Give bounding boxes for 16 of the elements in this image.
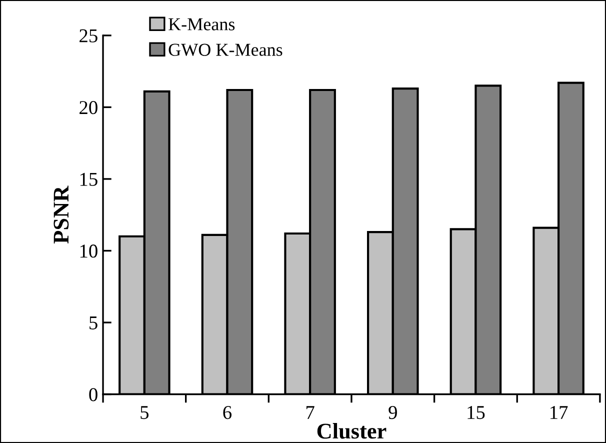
y-tick-label: 15 — [80, 172, 98, 186]
y-tick-label: 25 — [80, 29, 98, 42]
x-tick-label: 7 — [306, 406, 314, 419]
legend-label: GWO K-Means — [168, 44, 282, 56]
x-tick-label: 9 — [388, 406, 397, 420]
x-tick-label: 17 — [550, 406, 568, 419]
y-axis-title: PSNR — [54, 186, 69, 244]
y-tick-label: 20 — [80, 101, 98, 114]
x-tick-label: 6 — [223, 406, 232, 420]
x-axis-title: Cluster — [317, 423, 386, 439]
x-tick-label: 15 — [468, 406, 485, 420]
y-tick-label: 0 — [89, 388, 98, 402]
legend-label: K-Means — [168, 18, 235, 30]
x-tick-label: 5 — [140, 406, 149, 420]
y-tick-label: 5 — [90, 316, 98, 330]
y-tick-label: 10 — [80, 244, 98, 258]
